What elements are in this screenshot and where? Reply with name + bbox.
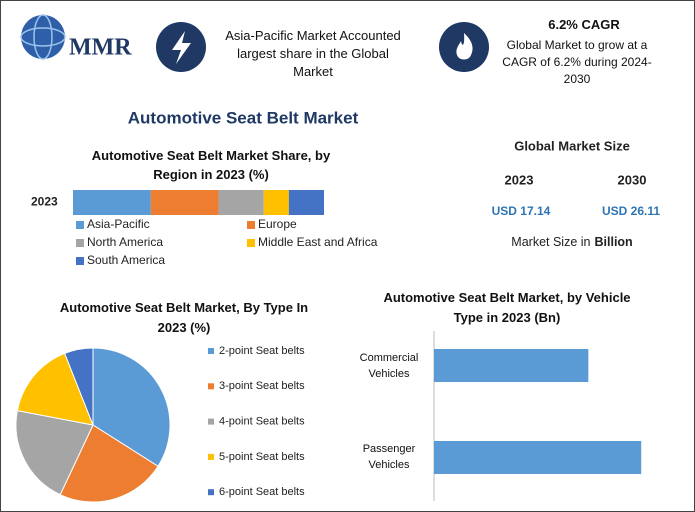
bar-segment — [218, 190, 264, 215]
market-size-title: Global Market Size — [514, 138, 630, 153]
legend-swatch — [76, 257, 84, 265]
legend-swatch — [247, 221, 255, 229]
chart-title: Automotive Seat Belt Market Share, by Re… — [91, 148, 331, 182]
bar-segment — [150, 190, 219, 215]
legend-label: Asia-Pacific — [87, 217, 150, 231]
legend-swatch — [247, 239, 255, 247]
bar-segment — [288, 190, 324, 215]
highlight-title: 6.2% CAGR — [548, 17, 620, 32]
legend-label: South America — [87, 253, 165, 267]
lightning-icon — [172, 31, 191, 64]
logo-globe-line — [33, 14, 53, 60]
category-label: Passenger Vehicles — [362, 443, 416, 471]
legend-swatch — [208, 383, 214, 390]
logo-globe — [21, 15, 65, 59]
legend-label: 4-point Seat belts — [219, 416, 305, 428]
market-note: Market Size in Billion — [511, 235, 632, 249]
legend-label: 5-point Seat belts — [219, 451, 305, 463]
legend-label: Middle East and Africa — [258, 235, 378, 249]
highlight-text: Global Market to grow at a CAGR of 6.2% … — [502, 38, 652, 86]
legend-swatch — [208, 489, 214, 496]
legend-swatch — [208, 453, 214, 460]
main-title: Automotive Seat Belt Market — [128, 108, 359, 127]
year: 2030 — [618, 172, 647, 187]
bar-segment — [263, 190, 289, 215]
bar — [434, 441, 642, 474]
note-unit: Billion — [595, 235, 633, 249]
market-value: USD 17.14 — [492, 204, 551, 218]
chart-title: Automotive Seat Belt Market, By Type In … — [59, 300, 309, 335]
legend-label: 3-point Seat belts — [219, 380, 305, 392]
legend-swatch — [208, 418, 214, 425]
logo-text: MMR — [69, 35, 132, 61]
logo-globe-line — [20, 27, 66, 47]
note: Market Size in — [511, 235, 590, 249]
category-label: Commercial Vehicles — [359, 352, 419, 380]
pie-slice — [16, 352, 94, 426]
legend-swatch — [76, 239, 84, 247]
legend-swatch — [76, 221, 84, 229]
chart-title: Automotive Seat Belt Market, by Vehicle … — [383, 290, 631, 325]
legend-swatch — [208, 348, 214, 354]
legend-label: North America — [87, 235, 163, 249]
legend-label: 6-point Seat belts — [219, 486, 305, 498]
legend-label: Europe — [258, 217, 297, 231]
pie-slice — [15, 409, 94, 496]
highlight-text: Asia-Pacific Market Accounted largest sh… — [225, 28, 401, 79]
legend-label: 2-point Seat belts — [219, 345, 305, 357]
year: 2023 — [505, 172, 534, 187]
pie-slice — [59, 424, 159, 503]
flame-icon — [456, 33, 473, 60]
bar — [434, 349, 589, 382]
bar-segment — [73, 190, 151, 215]
category-label: 2023 — [31, 195, 58, 209]
market-value: USD 26.11 — [602, 204, 660, 218]
pie-slice — [64, 347, 94, 426]
